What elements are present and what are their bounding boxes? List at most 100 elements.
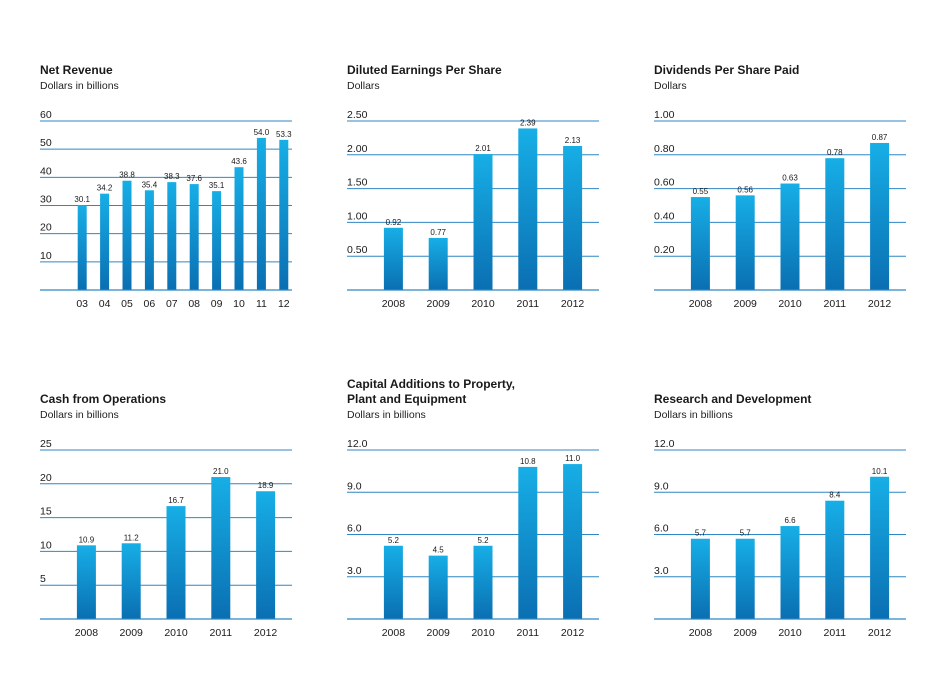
chart-plot: 5 10 15 20 25 10.9 2008 11.2 2009 16.7 2010 21.0 201… (40, 438, 292, 639)
x-tick-label: 2008 (382, 298, 406, 310)
bar (735, 195, 755, 290)
x-tick-label: 03 (76, 298, 88, 310)
chart-plot: 10 20 30 40 50 60 30.1 03 34.2 04 38.8 05 35.4 06 38.3… (40, 109, 292, 310)
y-tick-label: 1.00 (654, 109, 675, 121)
bar (690, 197, 710, 290)
y-tick-label: 0.80 (654, 143, 675, 155)
x-tick-label: 2012 (254, 627, 278, 639)
chart-title: Cash from Operations (40, 392, 167, 406)
x-tick-label: 2009 (734, 627, 758, 639)
y-tick-label: 6.0 (347, 523, 362, 535)
chart-research-development: Research and Development Dollars in bill… (654, 392, 916, 692)
chart-capital-additions: Capital Additions to Property, Plant and… (347, 377, 609, 677)
bar (77, 205, 87, 290)
bar-value-label: 0.55 (693, 187, 709, 196)
bar-value-label: 0.87 (872, 133, 888, 142)
chart-title: Research and Development (654, 392, 812, 406)
bar (383, 227, 403, 290)
y-tick-label: 3.0 (654, 565, 669, 577)
bar-value-label: 4.5 (433, 546, 445, 555)
x-tick-label: 06 (144, 298, 156, 310)
y-tick-label: 50 (40, 137, 52, 149)
bar-value-label: 53.3 (276, 130, 292, 139)
bar-value-label: 5.7 (740, 529, 752, 538)
bar-value-label: 30.1 (74, 195, 90, 204)
bar-value-label: 38.8 (119, 171, 135, 180)
bar (234, 167, 244, 290)
x-tick-label: 2008 (689, 627, 713, 639)
x-tick-label: 08 (188, 298, 200, 310)
bar-value-label: 5.7 (695, 529, 707, 538)
y-tick-label: 60 (40, 109, 52, 121)
x-tick-label: 2009 (120, 627, 144, 639)
y-tick-label: 15 (40, 506, 52, 518)
y-tick-label: 0.60 (654, 177, 675, 189)
y-tick-label: 9.0 (654, 480, 669, 492)
bar-value-label: 0.77 (430, 228, 446, 237)
x-tick-label: 05 (121, 298, 133, 310)
x-tick-label: 10 (233, 298, 245, 310)
bar (256, 137, 266, 290)
y-tick-label: 20 (40, 472, 52, 484)
x-tick-label: 2011 (210, 627, 233, 639)
bar-value-label: 11.0 (565, 454, 581, 463)
x-tick-label: 2012 (868, 627, 892, 639)
bar (518, 128, 538, 290)
chart-dividends-per-share: Dividends Per Share Paid Dollars 0.20 0.4… (654, 63, 916, 363)
x-tick-label: 09 (211, 298, 223, 310)
bar (870, 142, 890, 290)
chart-title: Diluted Earnings Per Share (347, 63, 502, 77)
y-tick-label: 10 (40, 539, 52, 551)
bar-value-label: 6.6 (784, 516, 796, 525)
bar (735, 538, 755, 619)
bar (428, 237, 448, 290)
x-tick-label: 04 (99, 298, 111, 310)
bar (473, 154, 493, 290)
x-tick-label: 11 (256, 298, 267, 310)
bar-value-label: 0.63 (782, 174, 798, 183)
bar-value-label: 35.4 (142, 180, 158, 189)
x-tick-label: 2009 (427, 627, 451, 639)
y-tick-label: 0.40 (654, 210, 675, 222)
chart-plot: 0.20 0.40 0.60 0.80 1.00 0.55 2008 0.56 2009 0.63… (654, 109, 906, 310)
x-tick-label: 2012 (561, 627, 585, 639)
bar (166, 506, 186, 619)
y-tick-label: 25 (40, 438, 52, 450)
bar (825, 158, 845, 290)
y-tick-label: 3.0 (347, 565, 362, 577)
y-tick-label: 6.0 (654, 523, 669, 535)
bar-value-label: 34.2 (97, 184, 113, 193)
y-tick-label: 1.00 (347, 210, 368, 222)
y-tick-label: 5 (40, 573, 46, 585)
chart-subtitle: Dollars (654, 80, 687, 92)
bar-value-label: 35.1 (209, 181, 225, 190)
x-tick-label: 2008 (689, 298, 713, 310)
y-tick-label: 0.50 (347, 244, 368, 256)
bar (279, 139, 289, 290)
x-tick-label: 2011 (517, 627, 540, 639)
x-tick-label: 2011 (824, 627, 847, 639)
bar (870, 476, 890, 619)
bar-value-label: 10.9 (79, 535, 95, 544)
bar (780, 183, 800, 290)
bar (473, 545, 493, 619)
bar-value-label: 21.0 (213, 467, 229, 476)
bar (100, 193, 110, 290)
chart-plot: 0.50 1.00 1.50 2.00 2.50 0.92 2008 0.77 2009 2.01… (347, 109, 599, 310)
bar (563, 464, 583, 619)
x-tick-label: 12 (278, 298, 290, 310)
chart-title: Dividends Per Share Paid (654, 63, 800, 77)
bar-value-label: 2.13 (565, 136, 581, 145)
x-tick-label: 2010 (778, 298, 802, 310)
x-tick-label: 2008 (75, 627, 99, 639)
bar-value-label: 2.01 (475, 144, 491, 153)
y-tick-label: 2.00 (347, 143, 368, 155)
bar-value-label: 54.0 (254, 128, 270, 137)
chart-plot: 3.0 6.0 9.0 12.0 5.2 2008 4.5 2009 5.2 2010 10.8 20… (347, 438, 599, 639)
chart-subtitle: Dollars in billions (40, 80, 119, 92)
bar-value-label: 43.6 (231, 157, 247, 166)
x-tick-label: 2010 (164, 627, 188, 639)
bar-value-label: 0.78 (827, 148, 843, 157)
bar-value-label: 10.8 (520, 457, 536, 466)
bar-value-label: 8.4 (829, 491, 841, 500)
